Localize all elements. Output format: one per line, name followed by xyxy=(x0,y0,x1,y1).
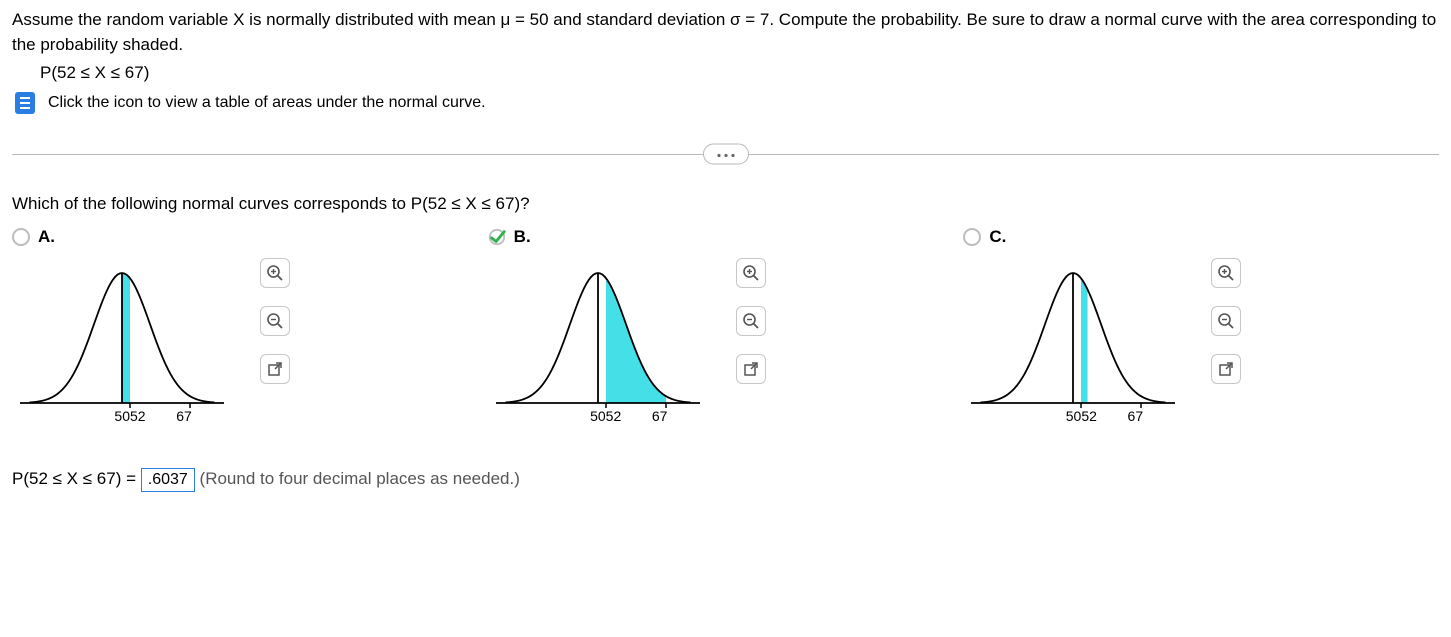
expand-pill[interactable] xyxy=(703,143,749,164)
problem-line1: Assume the random variable X is normally… xyxy=(12,8,1439,57)
zoom-out-icon[interactable] xyxy=(736,306,766,336)
curve-b xyxy=(488,258,708,408)
table-link-text[interactable]: Click the icon to view a table of areas … xyxy=(48,94,486,112)
curve-b-area: 5052 67 xyxy=(488,258,728,438)
question-text: Which of the following normal curves cor… xyxy=(12,194,1439,214)
choices-row: A. 5052 67 B. 5052 67 xyxy=(12,226,1439,438)
zoom-in-icon[interactable] xyxy=(736,258,766,288)
zoom-out-icon[interactable] xyxy=(260,306,290,336)
curve-c xyxy=(963,258,1183,408)
choice-a[interactable]: A. 5052 67 xyxy=(12,226,488,438)
curve-a-label-1: 5052 xyxy=(114,408,145,424)
answer-prefix: P(52 ≤ X ≤ 67) = xyxy=(12,469,141,488)
curve-a-label-2: 67 xyxy=(176,408,192,424)
curve-b-labels: 5052 67 xyxy=(488,408,728,428)
curve-c-tools xyxy=(1203,258,1241,384)
choice-a-label: A. xyxy=(38,227,55,247)
choice-b[interactable]: B. 5052 67 xyxy=(488,226,964,438)
choice-b-head: B. xyxy=(488,226,964,248)
radio-b-correct[interactable] xyxy=(488,228,506,246)
radio-a[interactable] xyxy=(12,228,30,246)
normal-table-link-row: Click the icon to view a table of areas … xyxy=(12,90,1439,116)
probability-expression: P(52 ≤ X ≤ 67) xyxy=(12,61,1439,86)
zoom-in-icon[interactable] xyxy=(260,258,290,288)
zoom-in-icon[interactable] xyxy=(1211,258,1241,288)
section-divider xyxy=(12,140,1439,168)
problem-statement: Assume the random variable X is normally… xyxy=(12,8,1439,86)
zoom-out-icon[interactable] xyxy=(1211,306,1241,336)
curve-b-label-1: 5052 xyxy=(590,408,621,424)
choice-c[interactable]: C. 5052 67 xyxy=(963,226,1439,438)
choice-c-label: C. xyxy=(989,227,1006,247)
answer-row: P(52 ≤ X ≤ 67) = .6037 (Round to four de… xyxy=(12,468,1439,492)
popout-icon[interactable] xyxy=(260,354,290,384)
radio-c[interactable] xyxy=(963,228,981,246)
choice-c-head: C. xyxy=(963,226,1439,248)
curve-a-area: 5052 67 xyxy=(12,258,252,438)
popout-icon[interactable] xyxy=(736,354,766,384)
curve-c-label-2: 67 xyxy=(1128,408,1144,424)
answer-input[interactable]: .6037 xyxy=(141,468,195,492)
notes-icon[interactable] xyxy=(12,90,38,116)
choice-b-label: B. xyxy=(514,227,531,247)
curve-b-tools xyxy=(728,258,766,384)
curve-a xyxy=(12,258,232,408)
curve-a-labels: 5052 67 xyxy=(12,408,252,428)
curve-a-tools xyxy=(252,258,290,384)
choice-a-head: A. xyxy=(12,226,488,248)
curve-c-label-1: 5052 xyxy=(1066,408,1097,424)
answer-hint: (Round to four decimal places as needed.… xyxy=(200,469,520,488)
curve-c-area: 5052 67 xyxy=(963,258,1203,438)
curve-b-label-2: 67 xyxy=(652,408,668,424)
curve-c-labels: 5052 67 xyxy=(963,408,1203,428)
popout-icon[interactable] xyxy=(1211,354,1241,384)
